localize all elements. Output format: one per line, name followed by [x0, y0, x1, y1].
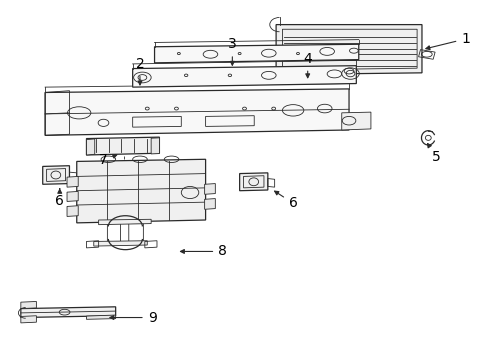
Polygon shape	[21, 307, 116, 318]
Polygon shape	[21, 316, 36, 323]
Text: 6: 6	[55, 189, 64, 208]
Text: 5: 5	[427, 144, 440, 164]
Polygon shape	[86, 137, 159, 155]
Polygon shape	[94, 241, 147, 246]
Text: 3: 3	[227, 37, 236, 65]
Polygon shape	[67, 192, 78, 202]
Polygon shape	[77, 159, 205, 223]
Text: 8: 8	[180, 244, 226, 258]
Polygon shape	[154, 44, 358, 63]
Polygon shape	[276, 24, 421, 75]
Text: 2: 2	[135, 57, 144, 85]
Text: 1: 1	[425, 32, 469, 50]
Text: 4: 4	[303, 51, 311, 78]
Polygon shape	[67, 206, 78, 216]
Polygon shape	[204, 199, 215, 209]
Polygon shape	[132, 66, 356, 87]
Text: 9: 9	[110, 311, 156, 324]
Polygon shape	[67, 176, 78, 187]
Polygon shape	[45, 89, 348, 135]
Polygon shape	[42, 166, 69, 184]
Polygon shape	[341, 112, 370, 130]
Text: 7: 7	[99, 153, 117, 167]
Text: 6: 6	[274, 191, 297, 210]
Polygon shape	[86, 139, 95, 155]
Polygon shape	[151, 138, 159, 154]
Polygon shape	[86, 315, 116, 319]
Polygon shape	[21, 301, 36, 309]
Polygon shape	[204, 184, 215, 194]
Polygon shape	[239, 173, 267, 191]
Polygon shape	[99, 219, 151, 225]
